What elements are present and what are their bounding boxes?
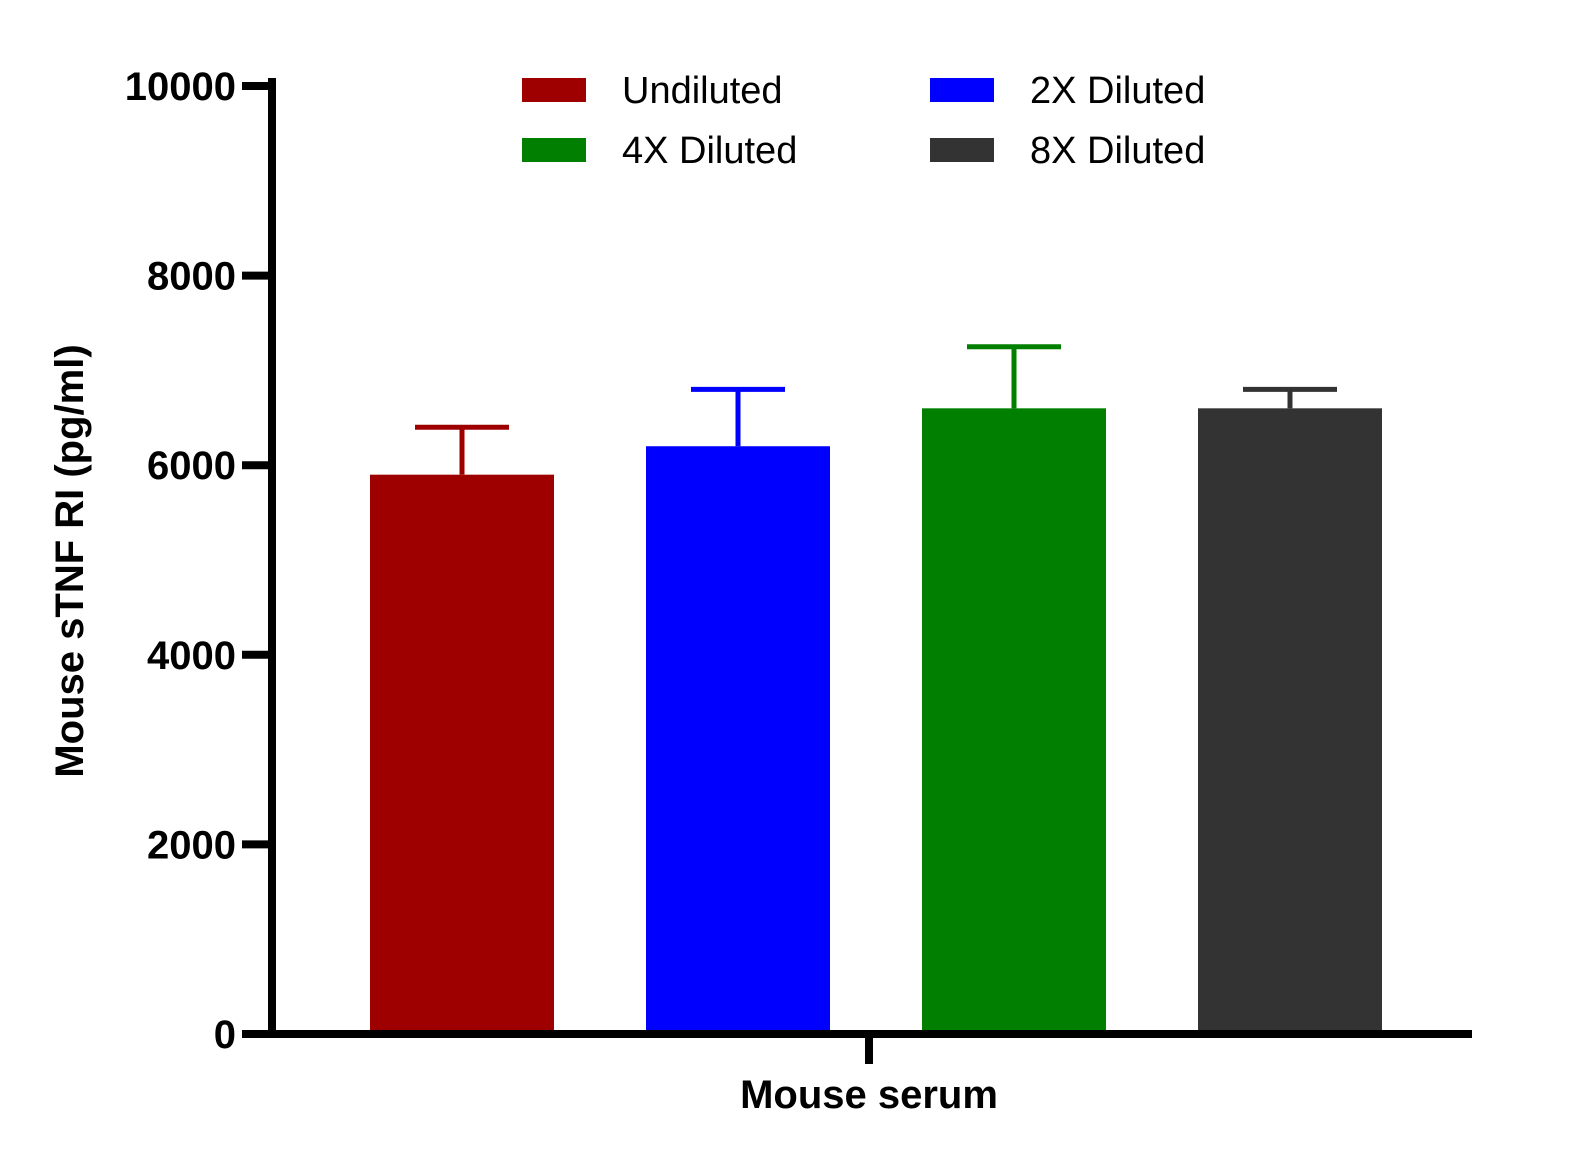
y-tick-label: 4000 xyxy=(147,634,236,678)
legend-label-2: 2X Diluted xyxy=(1030,70,1205,112)
y-axis-title: Mouse sTNF RI (pg/ml) xyxy=(48,344,92,777)
y-tick-label: 0 xyxy=(214,1013,236,1057)
y-tick-label: 6000 xyxy=(147,444,236,488)
y-tick-label: 10000 xyxy=(125,65,236,109)
bar-2 xyxy=(646,446,830,1034)
legend-swatch-3 xyxy=(522,138,586,162)
bars-layer xyxy=(370,344,1382,1034)
y-tick-label: 8000 xyxy=(147,255,236,299)
x-axis-title: Mouse serum xyxy=(740,1073,998,1117)
legend-swatch-2 xyxy=(930,78,994,102)
bar-3 xyxy=(922,408,1106,1034)
legend-swatch-1 xyxy=(522,78,586,102)
y-ticks-layer: 0 2000 4000 6000 8000 10000 xyxy=(125,65,272,1057)
axes-layer xyxy=(242,78,1472,1064)
legend-label-1: Undiluted xyxy=(622,70,783,112)
y-tick-label: 2000 xyxy=(147,823,236,867)
legend-label-3: 4X Diluted xyxy=(622,130,797,172)
legend-swatch-4 xyxy=(930,138,994,162)
bar-4 xyxy=(1198,408,1382,1034)
legend-label-4: 8X Diluted xyxy=(1030,130,1205,172)
bar-1 xyxy=(370,474,554,1034)
legend: Undiluted 2X Diluted 4X Diluted 8X Diluted xyxy=(522,70,1205,172)
